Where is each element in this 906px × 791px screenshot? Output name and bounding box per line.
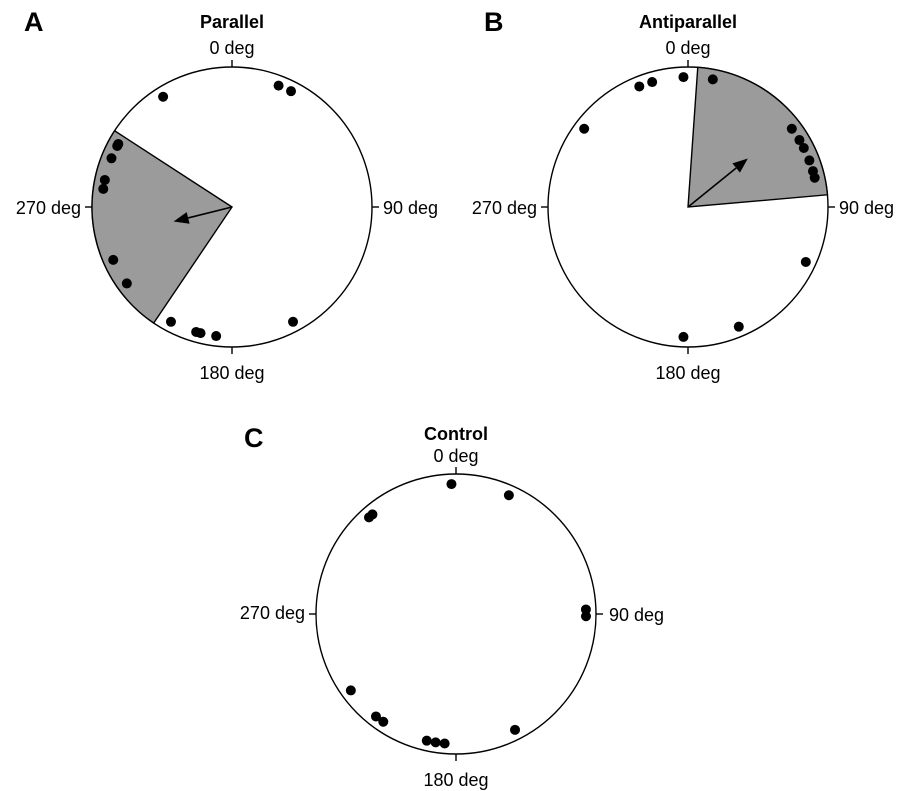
panel-b-points	[579, 72, 820, 342]
panel-c-data-point	[367, 509, 378, 520]
panel-c-data-point	[430, 737, 441, 748]
panel-c-label-180: 180 deg	[423, 770, 488, 790]
panel-b-label-90: 90 deg	[839, 198, 894, 218]
panel-c-title: Control	[424, 424, 488, 444]
panel-c-data-point	[580, 611, 591, 622]
panel-letter-a: A	[24, 7, 44, 37]
panel-b-data-point	[809, 172, 820, 183]
panel-b-data-point	[634, 81, 645, 92]
panel-c-data-point	[503, 490, 514, 501]
panel-b-mean-vector-arrowhead	[732, 158, 748, 173]
panel-b-mean-vector-shaft	[687, 167, 737, 208]
panel-b-label-180: 180 deg	[655, 363, 720, 383]
panel-b-data-point	[678, 331, 689, 342]
panel-a-data-point	[165, 316, 176, 327]
panel-a-label-270: 270 deg	[16, 198, 81, 218]
panel-c-data-point	[345, 685, 356, 696]
panel-b-label-0: 0 deg	[665, 38, 710, 58]
panel-letter-c: C	[244, 423, 264, 453]
panel-c-circle	[315, 473, 597, 755]
panel-a-data-point	[273, 80, 284, 91]
panel-c-label-90: 90 deg	[609, 605, 664, 625]
panel-b-label-270: 270 deg	[472, 198, 537, 218]
panel-a-points	[98, 80, 299, 342]
panel-b-title: Antiparallel	[639, 12, 737, 32]
panel-a-label-0: 0 deg	[209, 38, 254, 58]
panel-c-data-point	[510, 724, 521, 735]
panel-c: C Control 0 deg 270 deg 90 deg 180 deg	[240, 423, 664, 790]
panel-b-data-point	[804, 155, 815, 166]
panel-a: A Parallel 0 deg 90 deg 180 deg 270 deg	[16, 7, 438, 383]
panel-a-data-point	[99, 174, 110, 185]
panel-b-data-point	[707, 74, 718, 85]
panel-b-confidence-sector	[687, 66, 829, 208]
panel-a-data-point	[108, 254, 119, 265]
panel-a-title: Parallel	[200, 12, 264, 32]
panel-b-mean-vector	[687, 158, 748, 208]
panel-a-data-point	[211, 331, 222, 342]
panel-c-points	[345, 479, 591, 749]
panel-a-mean-vector	[173, 206, 233, 224]
panel-b: B Antiparallel 0 deg 90 deg 270 deg 180 …	[472, 7, 894, 383]
panel-c-label-270: 270 deg	[240, 603, 305, 623]
panel-b-data-point	[794, 135, 805, 146]
panel-c-label-0: 0 deg	[433, 446, 478, 466]
panel-a-data-point	[112, 140, 123, 151]
panel-a-data-point	[288, 316, 299, 327]
panel-b-data-point	[579, 123, 590, 134]
panel-a-data-point	[286, 86, 297, 97]
panel-a-data-point	[98, 183, 109, 194]
panel-a-data-point	[121, 278, 132, 289]
panel-c-data-point	[446, 479, 457, 490]
panel-b-data-point	[733, 321, 744, 332]
panel-a-data-point	[191, 326, 202, 337]
panel-c-data-point	[421, 735, 432, 746]
panel-b-data-point	[786, 123, 797, 134]
panel-a-label-90: 90 deg	[383, 198, 438, 218]
panel-a-mean-vector-shaft	[187, 206, 233, 219]
panel-c-data-point	[378, 716, 389, 727]
panel-b-data-point	[678, 72, 689, 83]
panel-c-data-point	[370, 711, 381, 722]
panel-c-data-point	[439, 738, 450, 749]
panel-b-data-point	[800, 256, 811, 267]
panel-a-mean-vector-arrowhead	[173, 212, 190, 224]
panel-a-data-point	[106, 153, 117, 164]
panel-a-label-180: 180 deg	[199, 363, 264, 383]
panel-a-confidence-sector	[91, 129, 233, 325]
panel-a-data-point	[158, 91, 169, 102]
panel-b-data-point	[798, 142, 809, 153]
panel-b-data-point	[647, 77, 658, 88]
panel-letter-b: B	[484, 7, 504, 37]
